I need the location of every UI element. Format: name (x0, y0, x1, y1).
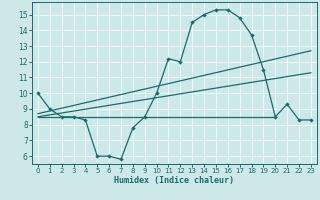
X-axis label: Humidex (Indice chaleur): Humidex (Indice chaleur) (115, 176, 234, 185)
